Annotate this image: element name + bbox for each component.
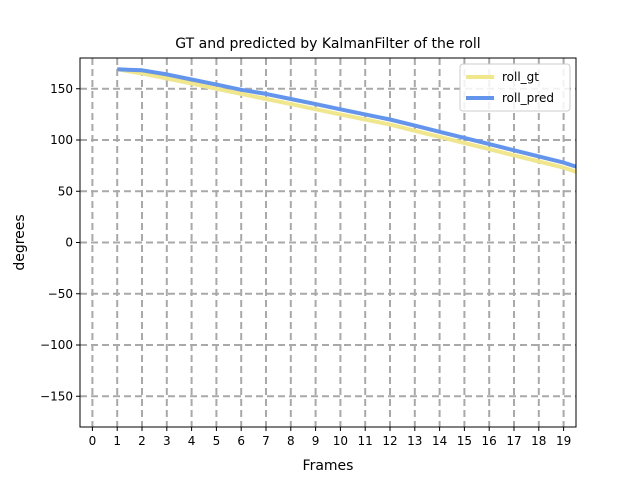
- x-tick-label: 18: [531, 434, 546, 448]
- series-line-roll-pred: [117, 67, 577, 169]
- x-tick-label: 6: [237, 434, 245, 448]
- ticks-layer: 0 1 2 3 4 5 6 7 8 9 10 11 12 13 14 15 16 17 18 19−150−100−5…: [40, 82, 571, 448]
- x-axis-title: Frames: [303, 458, 354, 474]
- x-tick-label: 11: [358, 434, 373, 448]
- x-tick-label: 15: [457, 434, 472, 448]
- legend-label: roll_pred: [502, 91, 554, 105]
- y-tick-label: −100: [40, 338, 73, 352]
- chart-title: GT and predicted by KalmanFilter of the …: [175, 36, 480, 52]
- legend: roll_gt roll_pred: [459, 63, 571, 112]
- x-tick-label: 2: [138, 434, 146, 448]
- x-tick-label: 16: [482, 434, 497, 448]
- x-tick-label: 17: [506, 434, 521, 448]
- y-tick-label: 0: [65, 236, 73, 250]
- series-layer: [116, 67, 577, 174]
- y-axis-title: degrees: [12, 214, 28, 270]
- x-tick-label: 5: [213, 434, 221, 448]
- series-line-roll-gt: [116, 67, 577, 174]
- legend-label: roll_gt: [502, 70, 539, 84]
- x-tick-label: 9: [312, 434, 320, 448]
- x-tick-label: 13: [407, 434, 422, 448]
- y-tick-label: −150: [40, 389, 73, 403]
- x-tick-label: 4: [188, 434, 196, 448]
- y-tick-label: 100: [50, 133, 73, 147]
- x-tick-label: 12: [382, 434, 397, 448]
- x-tick-label: 0: [89, 434, 97, 448]
- x-tick-label: 1: [113, 434, 121, 448]
- x-tick-label: 3: [163, 434, 171, 448]
- y-tick-label: 50: [58, 184, 73, 198]
- x-tick-label: 10: [333, 434, 348, 448]
- x-tick-label: 14: [432, 434, 447, 448]
- y-tick-label: −50: [48, 287, 73, 301]
- x-tick-label: 7: [262, 434, 270, 448]
- x-tick-label: 8: [287, 434, 295, 448]
- y-tick-label: 150: [50, 82, 73, 96]
- x-tick-label: 19: [556, 434, 571, 448]
